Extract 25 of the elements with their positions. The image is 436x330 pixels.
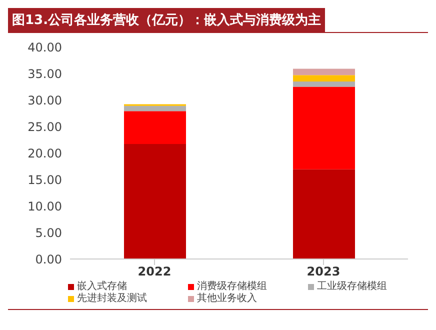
bar	[293, 68, 355, 76]
bar	[293, 75, 355, 82]
y-tick-label: 25.00	[28, 120, 62, 134]
x-tick-label: 2022	[138, 264, 172, 279]
y-tick-label: 35.00	[28, 66, 62, 81]
bar	[293, 169, 355, 259]
y-tick-label: 0.00	[35, 252, 62, 266]
bar	[124, 144, 186, 259]
y-tick-label: 10.00	[28, 199, 62, 214]
y-tick-label: 15.00	[28, 172, 62, 187]
legend-label: 嵌入式存储	[77, 281, 127, 292]
chart-title: 图13.公司各业务营收（亿元）：嵌入式与消费级为主	[8, 8, 326, 32]
legend-label: 先进封装及测试	[77, 293, 147, 305]
legend-label: 工业级存储模组	[317, 281, 387, 293]
bar	[124, 106, 186, 112]
bar	[124, 111, 186, 144]
y-tick-label: 40.00	[28, 40, 62, 54]
x-tick-label: 2023	[306, 264, 340, 279]
bar	[293, 81, 355, 87]
bar	[293, 86, 355, 170]
y-tick-label: 5.00	[35, 226, 62, 240]
y-tick-label: 30.00	[28, 93, 62, 108]
legend-label: 消费级存储模组	[197, 281, 267, 292]
y-tick-label: 20.00	[28, 146, 62, 160]
legend-label: 其他业务收入	[197, 293, 257, 305]
